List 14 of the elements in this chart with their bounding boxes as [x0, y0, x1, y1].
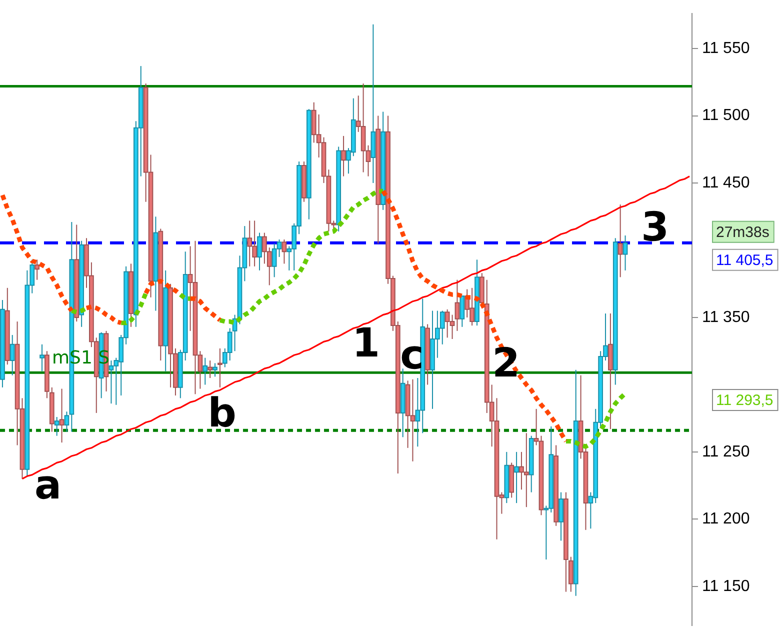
y-tick-label: 11 350 — [702, 308, 750, 326]
annotation: b — [208, 390, 236, 436]
annotation: a — [34, 462, 62, 508]
y-tick-label: 11 150 — [702, 578, 750, 595]
y-tick-label: 11 500 — [702, 107, 750, 124]
y-tick-label: 11 550 — [702, 40, 750, 57]
annotation: 3 — [641, 204, 669, 250]
text: 11 293,5 — [716, 392, 774, 410]
ref-line-label: 11 405,5 — [716, 252, 774, 269]
text: 27m38s — [716, 224, 770, 241]
y-tick-label: 11 200 — [702, 510, 750, 528]
y-tick-label: 11 450 — [702, 174, 750, 192]
y-tick-label: 11 250 — [702, 443, 750, 460]
annotation: 1 — [352, 320, 380, 366]
